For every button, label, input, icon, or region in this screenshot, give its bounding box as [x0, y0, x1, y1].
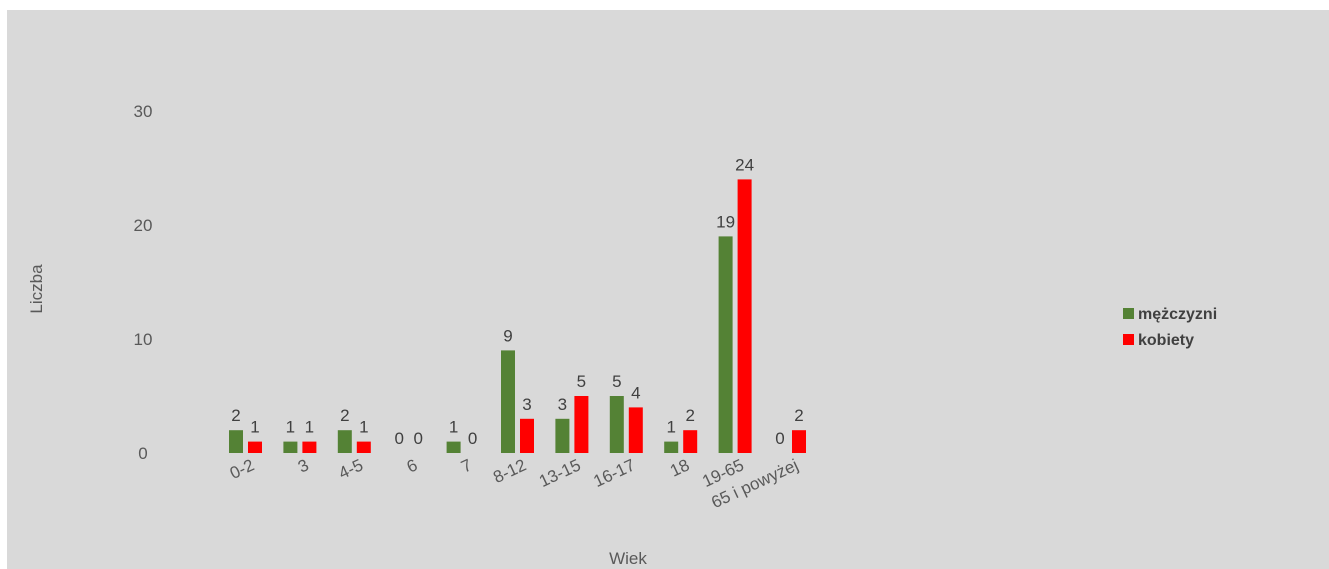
data-label: 5 [612, 372, 621, 391]
y-axis-ticks: 0 10 20 30 [134, 102, 153, 463]
data-label: 0 [468, 429, 477, 448]
bar-mezczyzni [229, 430, 243, 453]
bar-mezczyzni [501, 350, 515, 453]
data-label: 2 [685, 406, 694, 425]
data-label: 2 [231, 406, 240, 425]
data-label: 0 [775, 429, 784, 448]
data-label: 5 [577, 372, 586, 391]
bar-kobiety [792, 430, 806, 453]
bar-kobiety [574, 396, 589, 453]
legend-label: kobiety [1138, 332, 1194, 349]
bar-kobiety [248, 441, 262, 453]
bar-mezczyzni [555, 418, 570, 453]
data-label: 4 [631, 383, 640, 402]
y-axis-title: Liczba [27, 264, 46, 314]
bar-kobiety [520, 418, 534, 453]
y-tick-label: 10 [134, 330, 153, 349]
bar-mezczyzni [446, 441, 461, 453]
y-tick-label: 30 [134, 102, 153, 121]
y-tick-label: 20 [134, 216, 153, 235]
bar-kobiety [737, 179, 752, 453]
data-label: 1 [449, 418, 458, 437]
data-label: 0 [394, 429, 403, 448]
bar-mezczyzni [283, 441, 298, 453]
data-label: 1 [250, 418, 259, 437]
bar-mezczyzni [664, 441, 679, 453]
bar-kobiety [683, 430, 698, 453]
data-label: 1 [359, 418, 368, 437]
bar-mezczyzni [337, 430, 352, 453]
data-label: 2 [340, 406, 349, 425]
legend-swatch [1123, 334, 1134, 345]
bar-kobiety [356, 441, 371, 453]
bar-kobiety [628, 407, 643, 453]
data-label: 1 [666, 418, 675, 437]
data-label: 1 [305, 418, 314, 437]
data-label: 24 [735, 155, 754, 174]
chart-background [7, 10, 1329, 569]
data-label: 3 [522, 395, 531, 414]
bars [229, 179, 806, 453]
legend-swatch [1123, 308, 1134, 319]
bar-mezczyzni [718, 236, 733, 453]
data-label: 0 [413, 429, 422, 448]
y-tick-label: 0 [138, 444, 147, 463]
legend: mężczyzni kobiety [1123, 306, 1217, 349]
bar-kobiety [302, 441, 317, 453]
data-label: 2 [794, 406, 803, 425]
data-label: 19 [716, 212, 735, 231]
x-axis-title: Wiek [609, 549, 647, 568]
data-label: 9 [503, 326, 512, 345]
legend-label: mężczyzni [1138, 306, 1217, 323]
data-label: 1 [286, 418, 295, 437]
data-label: 3 [558, 395, 567, 414]
bar-mezczyzni [609, 396, 624, 453]
